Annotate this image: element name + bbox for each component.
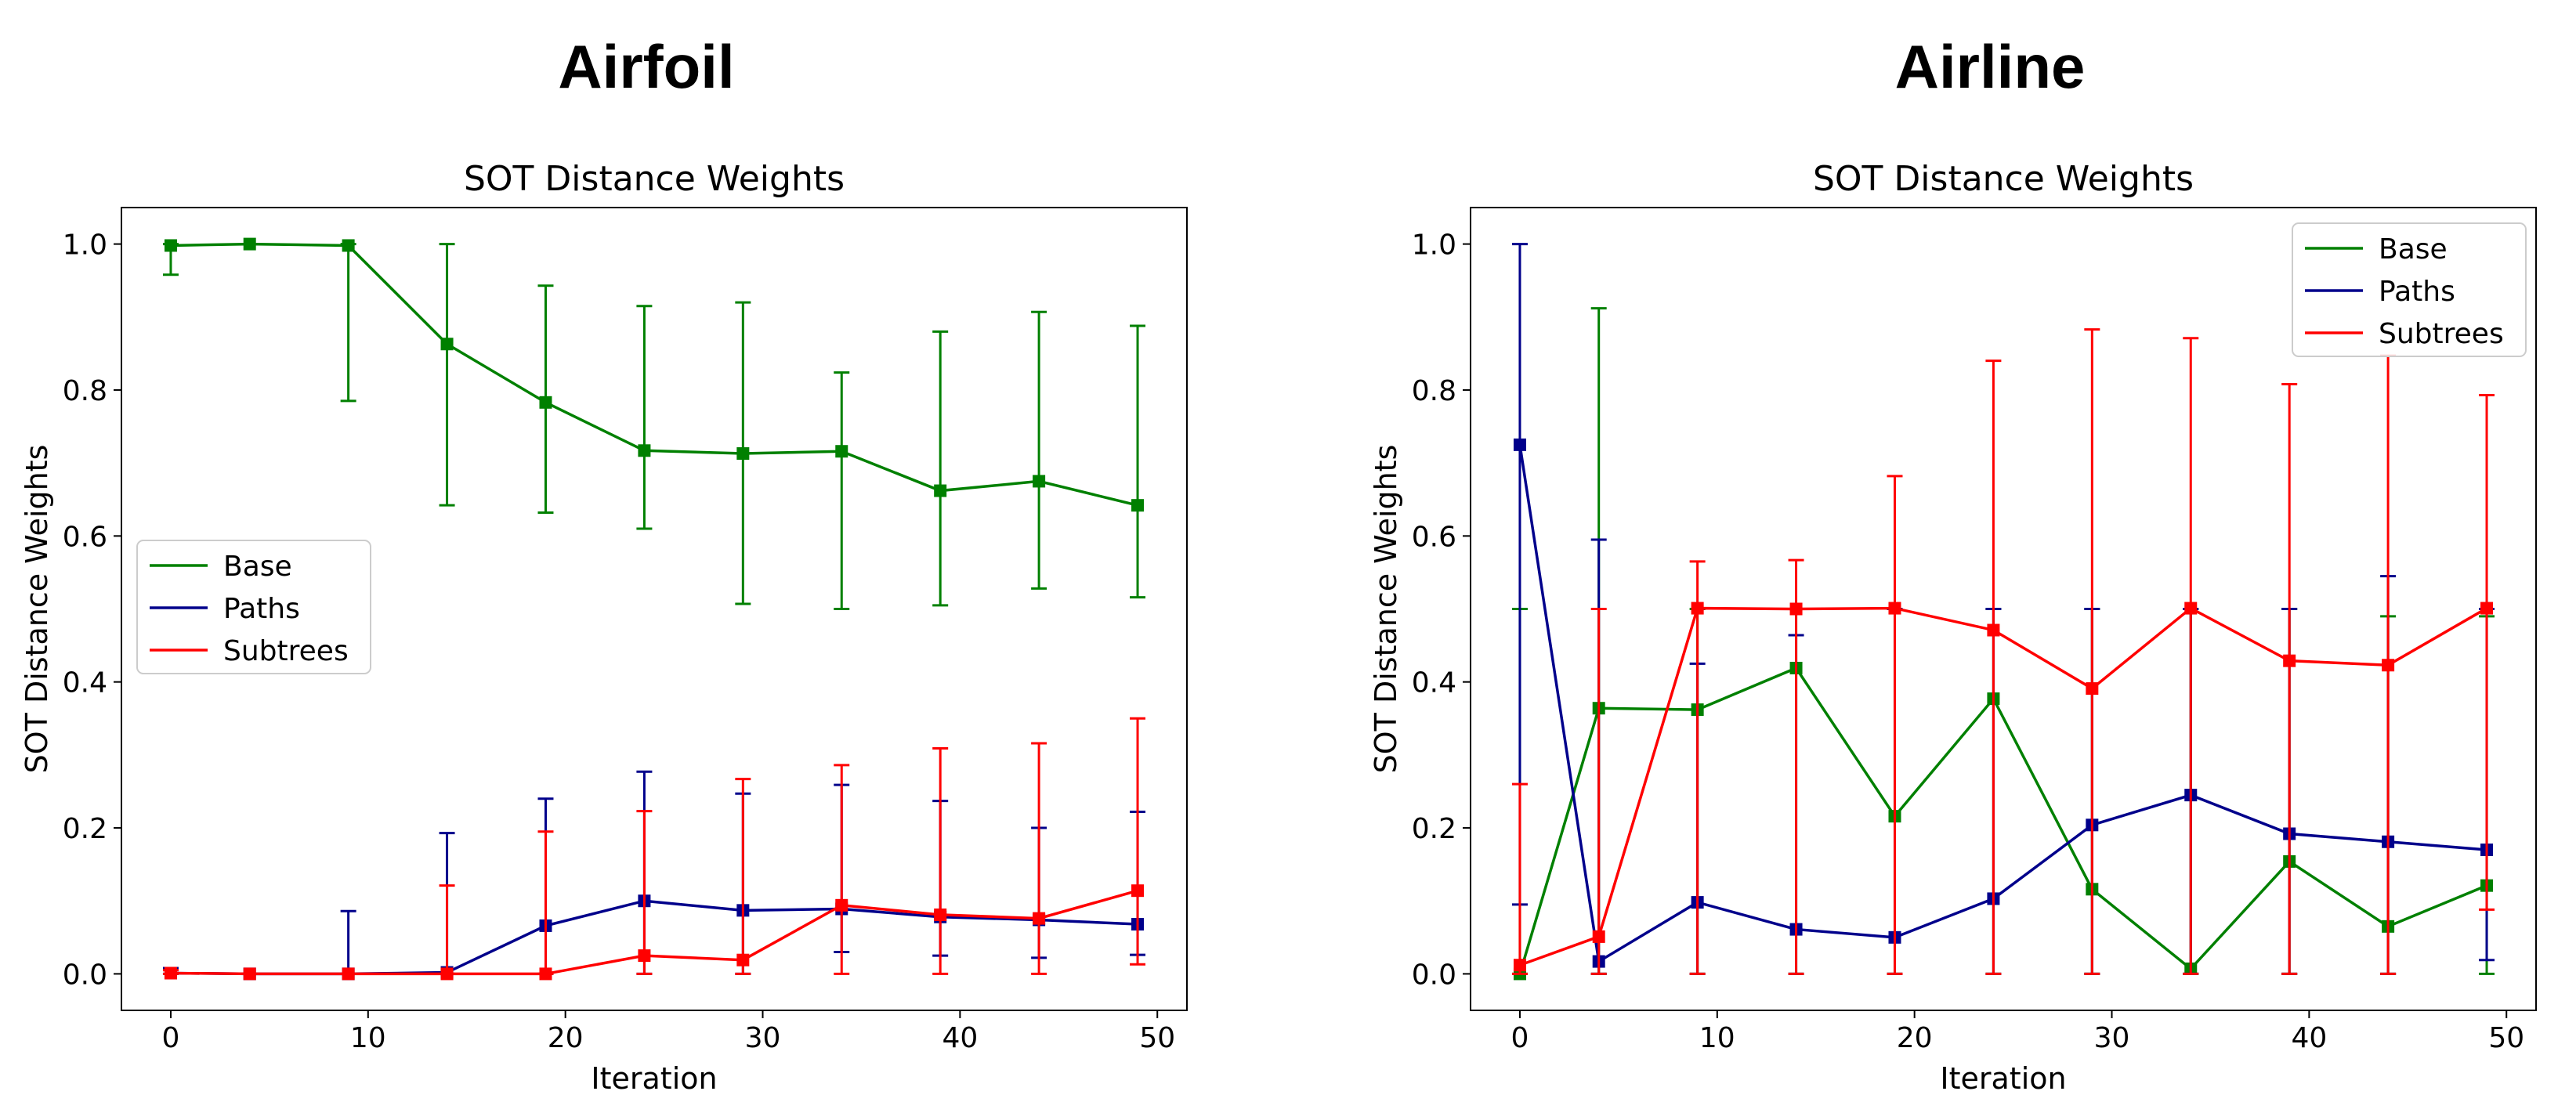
series-line-paths xyxy=(1518,444,2487,964)
data-point xyxy=(1131,884,1145,898)
data-point xyxy=(1592,930,1605,943)
y-tick-label: 0.2 xyxy=(63,813,107,845)
airline-chart: SOT Distance Weights 0 10 20 30 40 50 0.0 0.2 0.4… xyxy=(1369,159,2537,1096)
panel-heading-airline: Airline xyxy=(1894,32,2086,101)
y-tick-label: 0.6 xyxy=(63,521,107,553)
data-point xyxy=(1789,602,1803,616)
data-point xyxy=(835,898,848,912)
series-base xyxy=(1511,307,2495,981)
legend-label-base: Base xyxy=(223,551,292,583)
panel-heading-airfoil: Airfoil xyxy=(558,32,735,101)
x-tick-label: 0 xyxy=(1511,1022,1529,1054)
x-tick-label: 40 xyxy=(2291,1022,2327,1054)
data-point xyxy=(1888,602,1901,615)
y-tick-label: 0.6 xyxy=(1412,521,1456,553)
data-point xyxy=(2480,602,2494,615)
data-point xyxy=(164,967,177,980)
plot-frame xyxy=(1470,207,2537,1011)
x-axis-label: Iteration xyxy=(1940,1061,2066,1096)
x-tick-label: 50 xyxy=(2488,1022,2524,1054)
legend-box xyxy=(2292,222,2527,357)
series-line-subtrees xyxy=(1519,606,2487,967)
data-point xyxy=(736,953,750,967)
data-point xyxy=(2283,654,2296,667)
data-point xyxy=(934,908,947,921)
series-line-paths xyxy=(170,899,1138,976)
data-point xyxy=(1691,602,1704,615)
legend-label-paths: Paths xyxy=(223,593,300,625)
data-point xyxy=(342,239,355,252)
x-axis-label: Iteration xyxy=(591,1061,717,1096)
data-point xyxy=(440,967,454,981)
airfoil-chart: SOT Distance Weights 0 10 20 30 40 50 0.0 0.2 0.4… xyxy=(20,159,1188,1096)
data-point xyxy=(1033,475,1046,488)
legend-label-subtrees: Subtrees xyxy=(223,635,349,667)
data-point xyxy=(440,338,454,351)
chart-title: SOT Distance Weights xyxy=(1813,159,2194,199)
x-tick-label: 0 xyxy=(162,1022,180,1054)
data-point xyxy=(1513,959,1526,972)
series-paths xyxy=(162,770,1146,981)
y-tick-label: 0.8 xyxy=(63,375,107,407)
data-point xyxy=(539,396,552,409)
x-tick-label: 50 xyxy=(1139,1022,1175,1054)
y-tick-label: 0.2 xyxy=(1412,813,1456,845)
y-axis-label: SOT Distance Weights xyxy=(20,445,54,774)
x-tick-label: 20 xyxy=(548,1022,584,1054)
x-tick-label: 40 xyxy=(942,1022,978,1054)
data-point xyxy=(243,237,256,251)
plot-frame xyxy=(121,207,1188,1011)
data-point xyxy=(638,444,651,457)
y-tick-label: 1.0 xyxy=(63,229,107,262)
series-subtrees xyxy=(1511,328,2495,975)
legend-label-subtrees: Subtrees xyxy=(2379,318,2504,350)
chart-title: SOT Distance Weights xyxy=(464,159,845,199)
data-point xyxy=(342,967,355,981)
data-point xyxy=(2184,602,2198,615)
data-point xyxy=(1987,623,2000,637)
data-point xyxy=(2086,682,2099,696)
x-tick-label: 10 xyxy=(350,1022,386,1054)
legend: Base Paths Subtrees xyxy=(136,540,371,674)
x-tick-label: 20 xyxy=(1897,1022,1933,1054)
legend-label-paths: Paths xyxy=(2379,276,2455,308)
data-point xyxy=(934,484,947,497)
data-point xyxy=(1513,438,1526,451)
y-tick-label: 0.0 xyxy=(63,959,107,991)
y-tick-label: 0.4 xyxy=(1412,667,1456,699)
data-point xyxy=(164,239,177,252)
x-tick-label: 10 xyxy=(1699,1022,1735,1054)
series-line-base xyxy=(170,242,1138,507)
data-point xyxy=(1131,499,1145,512)
series-base xyxy=(162,237,1146,610)
y-tick-label: 0.8 xyxy=(1412,375,1456,407)
legend-box xyxy=(136,540,371,674)
data-point xyxy=(243,967,256,981)
y-axis-label: SOT Distance Weights xyxy=(1369,445,1403,774)
y-tick-label: 1.0 xyxy=(1412,229,1456,262)
x-tick-label: 30 xyxy=(745,1022,781,1054)
data-point xyxy=(539,967,552,981)
data-point xyxy=(638,949,651,963)
data-point xyxy=(835,445,848,458)
legend: Base Paths Subtrees xyxy=(2292,222,2527,357)
data-point xyxy=(1033,912,1046,925)
y-tick-label: 0.4 xyxy=(63,667,107,699)
series-subtrees xyxy=(162,717,1146,981)
y-tick-label: 0.0 xyxy=(1412,959,1456,991)
data-point xyxy=(2382,659,2395,672)
data-point xyxy=(736,447,750,461)
x-tick-label: 30 xyxy=(2094,1022,2130,1054)
legend-label-base: Base xyxy=(2379,233,2448,266)
